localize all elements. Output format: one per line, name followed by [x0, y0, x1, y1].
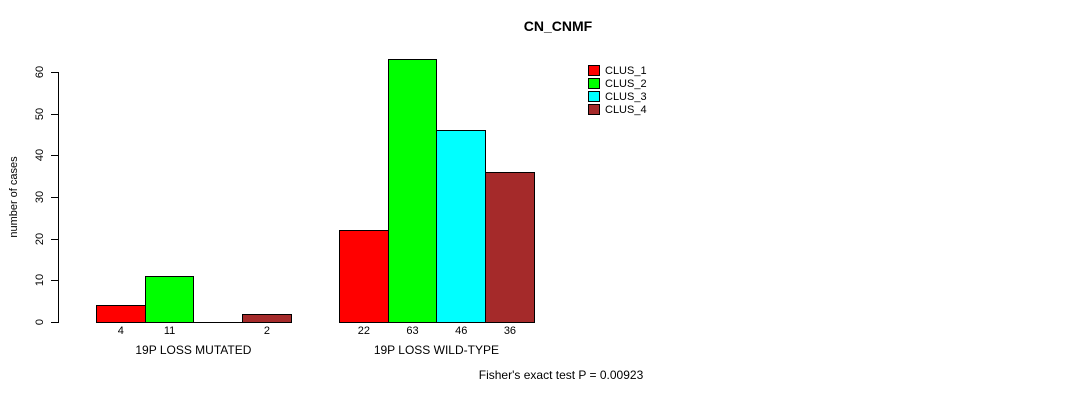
y-axis-label: number of cases [8, 156, 20, 238]
legend-label: CLUS_2 [605, 77, 647, 90]
y-tick-label: 0 [34, 318, 46, 326]
legend-row: CLUS_3 [588, 90, 647, 103]
chart-title: CN_CNMF [523, 18, 593, 34]
y-tick-mark [51, 114, 58, 115]
bar-clus_3 [436, 130, 487, 323]
y-tick-label: 40 [34, 148, 46, 162]
bar-value-label: 46 [455, 325, 468, 337]
bar-clus_2 [144, 276, 195, 323]
legend-label: CLUS_3 [605, 90, 647, 103]
legend-swatch-clus_1 [588, 65, 600, 76]
bar-zero-clus_3 [193, 322, 244, 323]
y-tick-mark [51, 155, 58, 156]
y-tick-label: 50 [34, 107, 46, 121]
y-axis-line [58, 72, 59, 323]
bar-clus_1 [96, 305, 146, 323]
legend-label: CLUS_4 [605, 103, 647, 116]
legend-swatch-clus_4 [588, 104, 600, 115]
bar-clus_2 [387, 59, 438, 323]
legend-row: CLUS_1 [588, 64, 647, 77]
legend-row: CLUS_4 [588, 103, 647, 116]
y-tick-mark [51, 280, 58, 281]
legend-swatch-clus_3 [588, 91, 600, 102]
bar-value-label: 36 [503, 325, 517, 337]
y-tick-mark [51, 72, 58, 73]
bar-value-label: 11 [163, 325, 176, 337]
y-tick-label: 60 [34, 65, 46, 79]
y-tick-mark [51, 239, 58, 240]
bar-value-label: 2 [263, 325, 270, 337]
bar-value-label: 22 [357, 325, 370, 337]
y-tick-label: 30 [34, 190, 46, 204]
y-tick-mark [51, 197, 58, 198]
bar-clus_1 [339, 230, 389, 323]
x-category-label: 19P LOSS WILD-TYPE [373, 343, 499, 357]
bar-clus_4 [242, 314, 292, 323]
x-category-label: 19P LOSS MUTATED [135, 343, 252, 357]
bar-clus_4 [485, 172, 535, 323]
legend-label: CLUS_1 [605, 64, 647, 77]
y-tick-mark [51, 322, 58, 323]
legend-row: CLUS_2 [588, 77, 647, 90]
fisher-test-annotation: Fisher's exact test P = 0.00923 [478, 368, 644, 382]
bar-value-label: 4 [117, 325, 124, 337]
y-tick-label: 10 [34, 273, 46, 287]
legend-swatch-clus_2 [588, 78, 600, 89]
legend: CLUS_1 CLUS_2 CLUS_3 CLUS_4 [588, 64, 647, 116]
bar-value-label: 63 [406, 325, 419, 337]
y-tick-label: 20 [34, 232, 46, 246]
